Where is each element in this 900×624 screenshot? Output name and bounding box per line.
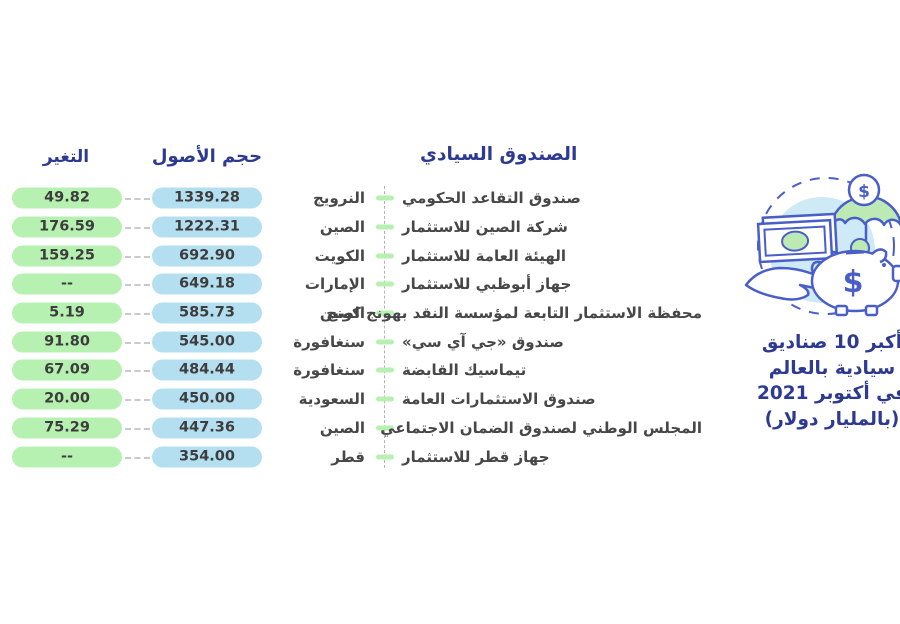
country-label: سنغافورة	[293, 332, 365, 351]
dashed-connector	[125, 198, 150, 201]
title-line: في أكتوبر 2021	[757, 383, 900, 404]
fund-name-label: صندوق التقاعد الحكومي	[402, 189, 581, 208]
fund-name-label: جهاز أبوظبي للاستثمار	[402, 275, 572, 294]
assets-value-pill: 450.00	[152, 388, 262, 410]
row-tick-marker	[376, 454, 394, 460]
change-value-pill: 159.25	[12, 245, 122, 267]
fund-name-label: محفظة الاستثمار التابعة لمؤسسة النقد بهو…	[326, 304, 702, 323]
fund-column-header: الصندوق السيادي	[420, 144, 578, 165]
change-value-pill: --	[12, 273, 122, 295]
fund-name-label: المجلس الوطني لصندوق الضمان الاجتماعي	[380, 418, 702, 437]
table-row: 75.29 447.36 الصين المجلس الوطني لصندوق …	[0, 414, 740, 443]
piggy-snout	[891, 264, 900, 283]
fund-name-label: الهيئة العامة للاستثمار	[402, 246, 567, 265]
table-row: 91.80 545.00 سنغافورة صندوق «جي آي سي»	[0, 327, 740, 356]
row-tick-marker	[376, 195, 394, 201]
assets-value-pill: 447.36	[152, 417, 262, 439]
country-label: الصين	[319, 218, 365, 237]
fund-name-label: جهاز قطر للاستثمار	[402, 447, 550, 466]
country-label: قطر	[331, 447, 365, 466]
row-tick-marker	[376, 281, 394, 287]
dashed-connector	[125, 370, 150, 373]
dashed-connector	[125, 227, 150, 230]
dashed-connector	[125, 284, 150, 287]
dashed-connector	[125, 313, 150, 316]
assets-value-pill: 1222.31	[152, 216, 262, 238]
country-label: السعودية	[298, 390, 365, 409]
assets-column-header: حجم الأصول	[151, 146, 263, 167]
table-row: 159.25 692.90 الكويت الهيئة العامة للاست…	[0, 241, 740, 270]
infographic-title: أكبر 10 صناديق سيادية بالعالم في أكتوبر …	[750, 330, 900, 432]
change-value-pill: 67.09	[12, 359, 122, 381]
table-row: 176.59 1222.31 الصين شركة الصين للاستثما…	[0, 213, 740, 242]
assets-value-pill: 545.00	[152, 331, 262, 353]
dashed-connector	[125, 255, 150, 258]
fund-rows: 49.82 1339.28 النرويج صندوق التقاعد الحك…	[0, 184, 740, 471]
change-value-pill: 49.82	[12, 187, 122, 209]
dollar-symbol: $	[858, 182, 870, 202]
country-label: الصين	[319, 304, 365, 323]
change-value-pill: 91.80	[12, 331, 122, 353]
assets-value-pill: 692.90	[152, 245, 262, 267]
savings-protection-illustration: $ $	[744, 173, 900, 317]
table-row: -- 354.00 قطر جهاز قطر للاستثمار	[0, 442, 740, 471]
assets-value-pill: 484.44	[152, 359, 262, 381]
change-column-header: التغير	[42, 147, 90, 167]
table-row: 20.00 450.00 السعودية صندوق الاستثمارات …	[0, 385, 740, 414]
table-row: 49.82 1339.28 النرويج صندوق التقاعد الحك…	[0, 184, 740, 213]
country-label: الصين	[319, 418, 365, 437]
fund-name-label: شركة الصين للاستثمار	[402, 218, 568, 237]
title-line: أكبر 10 صناديق	[761, 332, 900, 353]
piggy-eye	[882, 263, 886, 267]
assets-value-pill: 1339.28	[152, 187, 262, 209]
country-label: سنغافورة	[293, 361, 365, 380]
banknote-icon	[756, 212, 838, 264]
table-row: 67.09 484.44 سنغافورة تيماسيك القابضة	[0, 356, 740, 385]
fund-name-label: صندوق «جي آي سي»	[402, 332, 564, 351]
change-value-pill: 5.19	[12, 302, 122, 324]
dollar-symbol: $	[843, 265, 864, 300]
change-value-pill: 75.29	[12, 417, 122, 439]
assets-value-pill: 585.73	[152, 302, 262, 324]
table-row: 5.19 585.73 الصين محفظة الاستثمار التابع…	[0, 299, 740, 328]
fund-name-label: صندوق الاستثمارات العامة	[402, 390, 596, 409]
dashed-connector	[125, 427, 150, 430]
row-tick-marker	[376, 425, 394, 431]
country-label: الكويت	[314, 246, 365, 265]
fund-name-label: تيماسيك القابضة	[402, 361, 527, 380]
table-row: -- 649.18 الإمارات جهاز أبوظبي للاستثمار	[0, 270, 740, 299]
coin-slot	[845, 250, 865, 255]
dashed-connector	[125, 341, 150, 344]
piggy-bank-icon: $	[810, 238, 900, 317]
assets-value-pill: 649.18	[152, 273, 262, 295]
row-tick-marker	[376, 253, 394, 259]
dollar-coin-icon: $	[847, 173, 881, 207]
dashed-circle	[757, 177, 895, 315]
change-value-pill: 176.59	[12, 216, 122, 238]
country-label: الإمارات	[304, 275, 365, 294]
row-tick-marker	[376, 339, 394, 345]
change-value-pill: 20.00	[12, 388, 122, 410]
row-tick-marker	[376, 224, 394, 230]
vertical-dashed-axis	[384, 186, 385, 468]
row-tick-marker	[376, 367, 394, 373]
piggy-ear	[871, 248, 888, 264]
assets-value-pill: 354.00	[152, 446, 262, 468]
row-tick-marker	[376, 396, 394, 402]
country-label: النرويج	[313, 189, 365, 208]
dashed-connector	[125, 399, 150, 402]
change-value-pill: --	[12, 446, 122, 468]
title-line: (بالمليار دولار)	[764, 408, 900, 430]
row-tick-marker	[376, 310, 394, 316]
title-line: سيادية بالعالم	[768, 357, 896, 379]
dashed-connector	[125, 456, 150, 459]
